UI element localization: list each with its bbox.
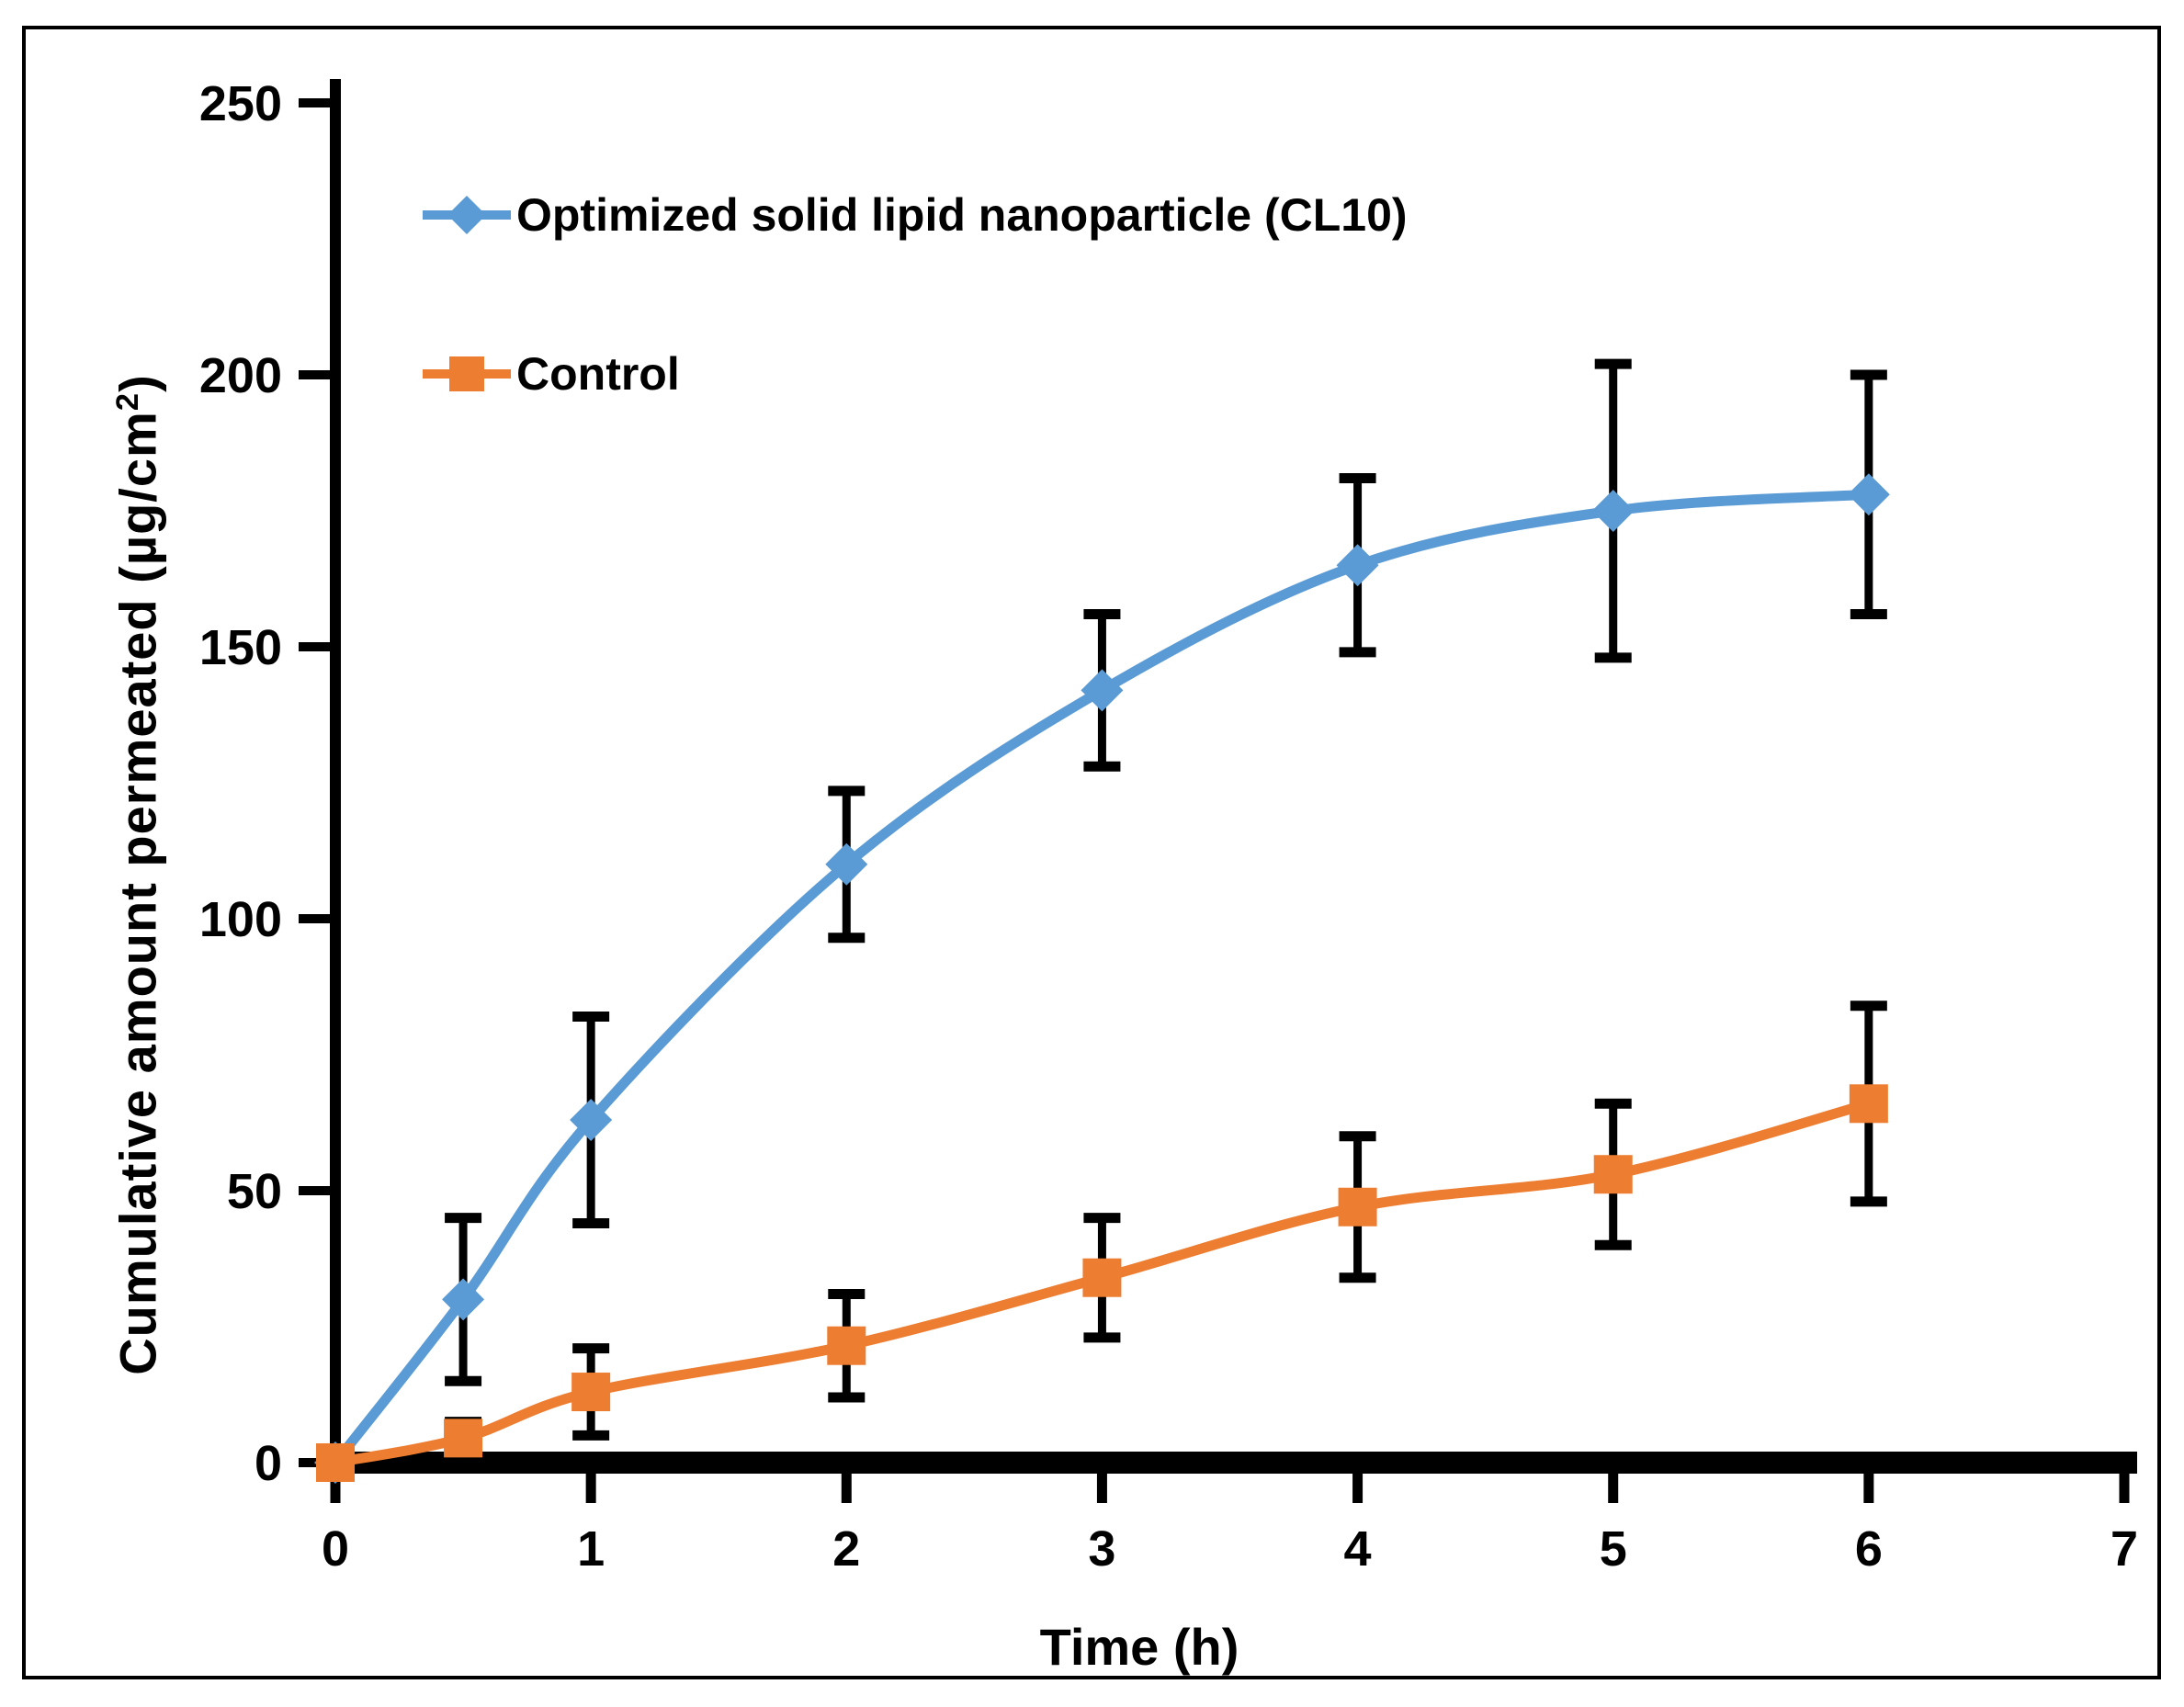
x-tick-label: 6 — [1855, 1521, 1883, 1577]
marker-diamond — [570, 1099, 613, 1142]
y-axis-title-superscript: 2 — [109, 391, 145, 412]
y-tick-label: 250 — [199, 76, 282, 131]
legend-item-control: Control — [421, 347, 680, 401]
marker-square — [571, 1373, 611, 1412]
x-tick-label: 4 — [1344, 1521, 1372, 1577]
legend-line-square-icon — [423, 356, 511, 391]
marker-diamond — [825, 842, 868, 886]
y-axis-title-main: Cumulative amount permeated (µg/cm — [108, 411, 167, 1375]
y-tick-label: 100 — [199, 892, 282, 947]
marker-square — [1338, 1187, 1377, 1227]
marker-square — [827, 1326, 866, 1365]
x-tick-label: 1 — [577, 1521, 605, 1577]
x-tick-label: 0 — [322, 1521, 349, 1577]
y-axis-title-close: ) — [108, 374, 167, 392]
y-axis-title: Cumulative amount permeated (µg/cm2) — [108, 374, 168, 1375]
marker-square — [1593, 1155, 1633, 1194]
y-tick-label: 150 — [199, 620, 282, 675]
marker-square — [444, 1419, 483, 1458]
y-tick-label: 0 — [255, 1436, 282, 1491]
x-tick-label: 5 — [1600, 1521, 1627, 1577]
marker-diamond — [1081, 669, 1124, 712]
marker-diamond — [1336, 544, 1379, 587]
marker-diamond — [1591, 490, 1635, 532]
marker-square — [1082, 1258, 1122, 1297]
series-line-cl10 — [331, 489, 1870, 1466]
legend-label-cl10: Optimized solid lipid nanoparticle (CL10… — [516, 189, 1408, 241]
legend-item-cl10: Optimized solid lipid nanoparticle (CL10… — [421, 188, 1408, 242]
marker-diamond — [1847, 473, 1890, 516]
y-tick-label: 200 — [199, 348, 282, 403]
x-tick-label: 2 — [832, 1521, 860, 1577]
x-axis-title: Time (h) — [1039, 1618, 1239, 1676]
x-tick-label: 3 — [1088, 1521, 1115, 1577]
legend-line-diamond-icon — [423, 196, 511, 234]
marker-diamond — [442, 1278, 485, 1321]
x-tick-label: 7 — [2110, 1521, 2138, 1577]
marker-square — [316, 1443, 355, 1482]
legend-label-control: Control — [516, 348, 680, 400]
y-tick-label: 50 — [227, 1164, 282, 1219]
marker-square — [1849, 1084, 1888, 1124]
